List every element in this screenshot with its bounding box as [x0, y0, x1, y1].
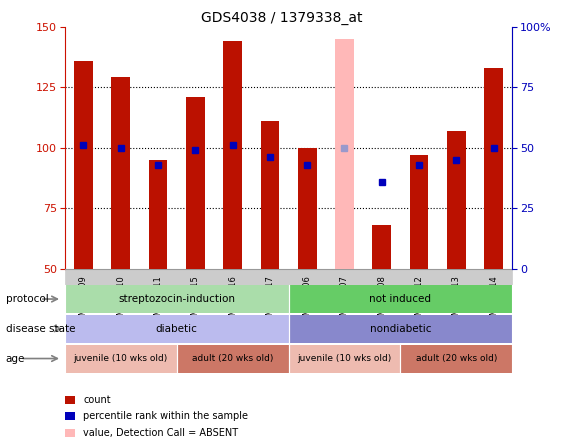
Bar: [74, 60, 93, 269]
Bar: [149, 160, 167, 269]
Bar: [298, 148, 316, 269]
Text: nondiabetic: nondiabetic: [370, 324, 431, 334]
Text: diabetic: diabetic: [156, 324, 198, 334]
Text: GDS4038 / 1379338_at: GDS4038 / 1379338_at: [201, 11, 362, 25]
Text: adult (20 wks old): adult (20 wks old): [192, 354, 273, 363]
Text: juvenile (10 wks old): juvenile (10 wks old): [297, 354, 392, 363]
Bar: [335, 39, 354, 269]
Text: disease state: disease state: [6, 324, 75, 334]
Text: count: count: [83, 395, 111, 404]
Text: not induced: not induced: [369, 294, 431, 304]
Bar: [410, 155, 428, 269]
Text: protocol: protocol: [6, 294, 48, 304]
Bar: [373, 225, 391, 269]
Bar: [484, 68, 503, 269]
Bar: [447, 131, 466, 269]
Text: streptozocin-induction: streptozocin-induction: [118, 294, 235, 304]
Text: age: age: [6, 353, 25, 364]
Bar: [111, 77, 130, 269]
Text: juvenile (10 wks old): juvenile (10 wks old): [74, 354, 168, 363]
Text: value, Detection Call = ABSENT: value, Detection Call = ABSENT: [83, 428, 239, 438]
Text: adult (20 wks old): adult (20 wks old): [415, 354, 497, 363]
Bar: [186, 97, 204, 269]
Text: percentile rank within the sample: percentile rank within the sample: [83, 412, 248, 421]
Bar: [261, 121, 279, 269]
Bar: [224, 41, 242, 269]
